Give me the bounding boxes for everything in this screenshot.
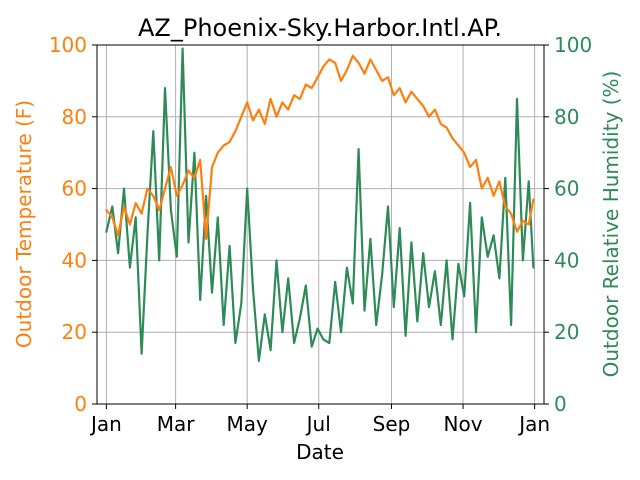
right-y-tick-label: 60	[554, 177, 579, 201]
x-axis-label: Date	[296, 440, 344, 464]
series-group	[105, 47, 535, 362]
right-y-tick-label: 40	[554, 248, 579, 272]
axis-ticks: Jan Mar May Jul Sep Nov Jan0204060801000204060…	[49, 33, 592, 436]
x-tick-label: Jan	[89, 412, 122, 436]
left-y-tick-label: 20	[62, 320, 87, 344]
left-y-tick-label: 0	[74, 392, 87, 416]
x-tick-label: Sep	[373, 412, 411, 436]
right-y-axis-label: Outdoor Relative Humidity (%)	[599, 71, 623, 378]
right-y-tick-label: 80	[554, 105, 579, 129]
left-y-tick-label: 60	[62, 177, 87, 201]
left-y-tick-label: 40	[62, 248, 87, 272]
right-y-tick-label: 0	[554, 392, 567, 416]
right-y-tick-label: 20	[554, 320, 579, 344]
right-y-tick-label: 100	[554, 33, 592, 57]
temperature-series-line	[105, 54, 535, 240]
x-tick-label: Nov	[444, 412, 483, 436]
left-y-tick-label: 100	[49, 33, 87, 57]
x-tick-label: Jul	[305, 412, 331, 436]
humidity-series-line	[105, 47, 535, 362]
left-y-tick-label: 80	[62, 105, 87, 129]
x-tick-label: Mar	[157, 412, 196, 436]
left-y-axis-label: Outdoor Temperature (F)	[12, 100, 36, 348]
plot-frame	[96, 44, 545, 405]
x-tick-label: Jan	[517, 412, 550, 436]
x-tick-label: May	[226, 412, 268, 436]
chart-title: AZ_Phoenix-Sky.Harbor.Intl.AP.	[138, 14, 502, 42]
